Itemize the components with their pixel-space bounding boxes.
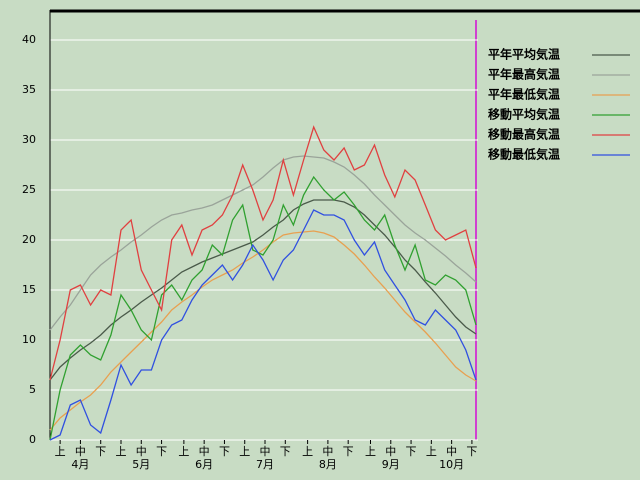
x-tick-label: 上 xyxy=(115,445,126,458)
y-tick-label: 30 xyxy=(22,133,36,146)
x-tick-label: 中 xyxy=(446,445,457,458)
x-tick-label: 上 xyxy=(55,445,66,458)
month-label: 9月 xyxy=(382,458,400,471)
month-label: 8月 xyxy=(319,458,337,471)
x-tick-label: 中 xyxy=(322,445,333,458)
series-line xyxy=(49,230,477,431)
legend-label: 平年最高気温 xyxy=(488,67,560,82)
y-tick-label: 25 xyxy=(22,183,36,196)
legend-label: 移動平均気温 xyxy=(488,107,560,122)
x-tick-label: 下 xyxy=(280,445,291,458)
x-tick-label: 上 xyxy=(426,445,437,458)
y-tick-label: 40 xyxy=(22,33,36,46)
x-tick-label: 下 xyxy=(219,445,230,458)
y-tick-label: 15 xyxy=(22,283,36,296)
series-line xyxy=(49,175,477,441)
legend-label: 移動最低気温 xyxy=(488,147,560,162)
month-label: 5月 xyxy=(132,458,150,471)
month-label: 4月 xyxy=(71,458,89,471)
y-tick-label: 0 xyxy=(29,433,36,446)
x-tick-label: 中 xyxy=(199,445,210,458)
x-tick-label: 下 xyxy=(156,445,167,458)
x-tick-label: 中 xyxy=(385,445,396,458)
y-tick-label: 35 xyxy=(22,83,36,96)
legend-label: 平年平均気温 xyxy=(488,47,560,62)
x-tick-label: 下 xyxy=(406,445,417,458)
series-line xyxy=(49,199,477,381)
month-label: 10月 xyxy=(439,458,464,471)
x-tick-label: 下 xyxy=(343,445,354,458)
legend-label: 平年最低気温 xyxy=(488,87,560,102)
y-tick-label: 10 xyxy=(22,333,36,346)
series-line xyxy=(49,155,477,331)
x-tick-label: 中 xyxy=(136,445,147,458)
x-tick-label: 中 xyxy=(75,445,86,458)
month-label: 7月 xyxy=(256,458,274,471)
x-tick-label: 下 xyxy=(466,445,477,458)
x-tick-label: 下 xyxy=(95,445,106,458)
month-label: 6月 xyxy=(195,458,213,471)
x-tick-label: 上 xyxy=(302,445,313,458)
series-line xyxy=(49,209,477,441)
y-tick-label: 5 xyxy=(29,383,36,396)
x-tick-label: 上 xyxy=(178,445,189,458)
x-tick-label: 上 xyxy=(365,445,376,458)
y-tick-label: 20 xyxy=(22,233,36,246)
x-tick-label: 中 xyxy=(260,445,271,458)
legend-label: 移動最高気温 xyxy=(488,127,560,142)
x-tick-label: 上 xyxy=(239,445,250,458)
series-line xyxy=(49,125,477,381)
